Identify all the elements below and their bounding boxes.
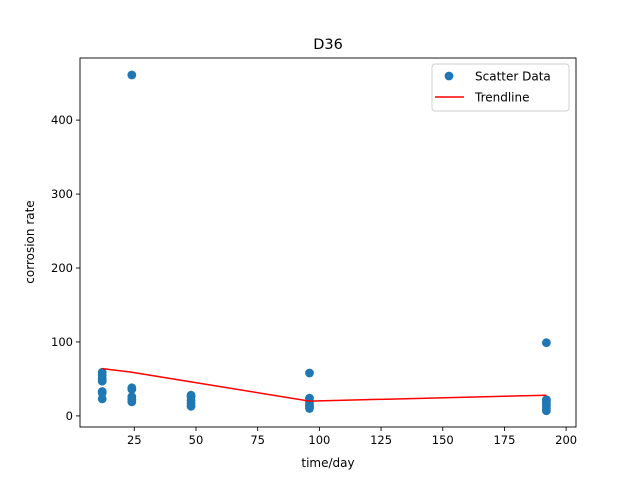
y-axis-label: corrosion rate xyxy=(23,200,37,283)
axes-frame xyxy=(79,57,577,428)
x-tick-label: 150 xyxy=(432,433,454,447)
x-tick-label: 50 xyxy=(189,433,204,447)
y-tick-label: 400 xyxy=(51,113,73,127)
data-point xyxy=(305,404,314,413)
data-point xyxy=(541,338,551,348)
legend-label: Trendline xyxy=(474,91,530,105)
data-point xyxy=(186,401,196,411)
data-point xyxy=(127,397,137,407)
legend-box xyxy=(431,63,570,112)
data-point xyxy=(127,384,137,394)
legend-label: Scatter Data xyxy=(475,70,551,84)
y-tick-label: 0 xyxy=(66,409,73,423)
x-tick-label: 175 xyxy=(493,433,515,447)
data-point xyxy=(305,368,314,378)
data-point xyxy=(97,376,107,386)
x-tick-label: 75 xyxy=(250,433,265,447)
data-point xyxy=(127,70,137,80)
x-tick-label: 200 xyxy=(555,433,577,447)
legend-marker xyxy=(444,71,454,81)
plot-area xyxy=(97,70,551,416)
x-tick-label: 25 xyxy=(127,433,142,447)
x-tick-label: 125 xyxy=(370,433,392,447)
y-tick-label: 300 xyxy=(51,187,73,201)
y-tick-label: 200 xyxy=(51,261,73,275)
data-point xyxy=(541,406,551,416)
y-tick-label: 100 xyxy=(51,335,73,349)
x-axis-label: time/day xyxy=(301,456,354,470)
trendline xyxy=(102,367,547,402)
legend: Scatter Data Trendline xyxy=(431,63,570,112)
x-tick-label: 100 xyxy=(308,433,330,447)
chart-title: D36 xyxy=(313,37,343,53)
data-point xyxy=(97,394,107,404)
axes: 25 50 75 100 125 150 175 200 0 100 200 300 400 xyxy=(51,57,577,447)
